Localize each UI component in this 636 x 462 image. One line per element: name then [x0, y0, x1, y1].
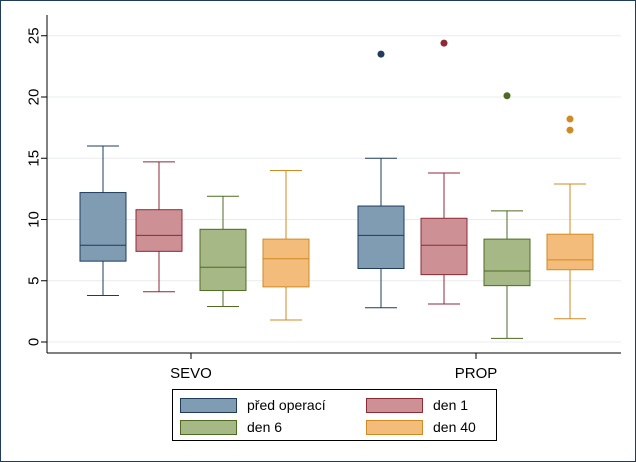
legend-swatch-pred-operaci	[180, 397, 237, 413]
box-series	[79, 39, 594, 339]
box-sevo-s4-iqr	[262, 238, 310, 288]
y-tick-label-5: 5	[25, 277, 42, 285]
box-prop-s2	[420, 39, 468, 305]
x-tick-prop: PROP	[455, 365, 498, 382]
box-sevo-s3-iqr	[199, 228, 247, 292]
box-prop-s3-outlier-1	[503, 92, 511, 100]
box-prop-s4	[546, 115, 594, 320]
box-sevo-s4	[262, 170, 310, 321]
legend-label-den-1: den 1	[433, 397, 469, 413]
legend-item-pred-operaci: před operací	[180, 395, 326, 415]
legend-swatch-den-1	[366, 397, 423, 413]
box-prop-s2-outlier-1	[440, 39, 448, 47]
legend-swatch-den-6	[180, 419, 237, 435]
legend-swatch-den-40	[366, 419, 423, 435]
box-prop-s4-outlier-1	[566, 126, 574, 134]
box-prop-s1-outlier-1	[377, 50, 385, 58]
legend-item-den-1: den 1	[366, 395, 468, 415]
gridlines	[47, 15, 621, 353]
box-sevo-s2	[135, 161, 183, 293]
legend-label-den-6: den 6	[247, 419, 283, 435]
legend: před operací den 1 den 6 den 40	[172, 389, 497, 441]
plot-area	[47, 15, 621, 353]
legend-label-den-40: den 40	[433, 419, 476, 435]
box-prop-s1-iqr	[357, 205, 405, 269]
legend-item-den-40: den 40	[366, 417, 476, 437]
box-prop-s1	[357, 50, 405, 309]
y-tick-label-20: 20	[25, 89, 42, 106]
box-prop-s3-iqr	[483, 238, 531, 287]
legend-item-den-6: den 6	[180, 417, 282, 437]
box-sevo-s2-iqr	[135, 209, 183, 252]
legend-label-pred-operaci: před operací	[247, 397, 326, 413]
x-tick-sevo: SEVO	[170, 365, 212, 382]
y-axis: 0 5 10 15 20 25	[25, 15, 48, 353]
box-prop-s4-outlier-2	[566, 115, 574, 123]
y-tick-label-25: 25	[25, 27, 42, 44]
box-sevo-s1	[79, 145, 127, 296]
box-prop-s2-iqr	[420, 217, 468, 276]
y-tick-label-15: 15	[25, 150, 42, 167]
y-tick-label-0: 0	[25, 338, 42, 346]
box-prop-s4-iqr	[546, 233, 594, 271]
box-sevo-s1-iqr	[79, 192, 127, 262]
box-sevo-s3	[199, 195, 247, 307]
x-axis	[47, 352, 621, 359]
box-prop-s3	[483, 92, 531, 339]
y-tick-label-10: 10	[25, 211, 42, 228]
